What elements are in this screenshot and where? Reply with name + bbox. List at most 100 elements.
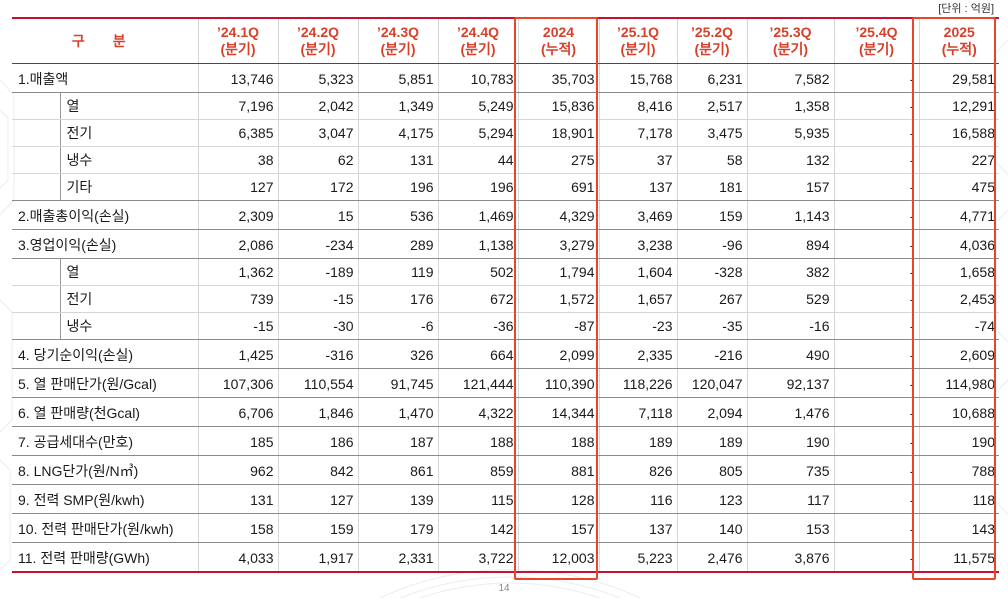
value-cell: 158: [197, 513, 278, 543]
value-cell: 672: [437, 285, 518, 313]
table-row: 10. 전력 판매단가(원/kwh) 158 159 179 142 157 137 140 1…: [12, 513, 999, 543]
value-cell: 1,658: [918, 258, 999, 286]
table-row: 1.매출액 13,746 5,323 5,851 10,783 35,703 15,768 6…: [12, 63, 999, 93]
value-cell: -15: [277, 285, 358, 313]
value-cell: 119: [357, 258, 438, 286]
value-cell: 3,238: [598, 229, 677, 259]
value-cell: 382: [746, 258, 834, 286]
value-cell: -328: [676, 258, 747, 286]
value-cell: 7,582: [746, 63, 834, 93]
row-label: 9. 전력 SMP(원/kwh): [12, 484, 198, 514]
value-cell: 739: [197, 285, 278, 313]
value-cell: 190: [918, 426, 999, 456]
value-cell: -36: [437, 312, 518, 340]
value-cell: 842: [277, 455, 358, 485]
table-row: 9. 전력 SMP(원/kwh) 131 127 139 115 128 116 123 117…: [12, 484, 999, 514]
indent-cell: [12, 119, 60, 147]
header-col-25-4q: ’25.4Q (분기): [833, 17, 919, 64]
value-cell: 132: [746, 146, 834, 174]
row-sublabel: 전기: [59, 119, 198, 147]
value-cell: 131: [357, 146, 438, 174]
row-label: 4. 당기순이익(손실): [12, 339, 198, 369]
row-label: 11. 전력 판매량(GWh): [12, 542, 198, 573]
value-cell: 1,604: [598, 258, 677, 286]
value-cell: 1,469: [437, 200, 518, 230]
value-cell: 1,470: [357, 397, 438, 427]
value-cell: 91,745: [357, 368, 438, 398]
value-cell: 35,703: [517, 63, 599, 93]
row-sublabel: 열: [59, 92, 198, 120]
value-cell: 227: [918, 146, 999, 174]
value-cell: 157: [517, 513, 599, 543]
value-cell: 15: [277, 200, 358, 230]
value-cell: 137: [598, 173, 677, 201]
value-cell: 1,476: [746, 397, 834, 427]
value-cell: 15,768: [598, 63, 677, 93]
value-cell: 4,322: [437, 397, 518, 427]
header-col-24-4q: ’24.4Q (분기): [437, 17, 518, 64]
value-cell: 1,794: [517, 258, 599, 286]
value-cell: 3,722: [437, 542, 518, 573]
row-sublabel: 전기: [59, 285, 198, 313]
value-cell: 1,138: [437, 229, 518, 259]
indent-cell: [12, 312, 60, 340]
value-cell: -: [833, 484, 919, 514]
value-cell: -35: [676, 312, 747, 340]
value-cell: -: [833, 285, 919, 313]
header-label: 구 분: [12, 17, 198, 64]
value-cell: 120,047: [676, 368, 747, 398]
value-cell: 2,609: [918, 339, 999, 369]
value-cell: 14,344: [517, 397, 599, 427]
value-cell: 137: [598, 513, 677, 543]
value-cell: 157: [746, 173, 834, 201]
value-cell: 7,196: [197, 92, 278, 120]
value-cell: 114,980: [918, 368, 999, 398]
header-col-24-1q: ’24.1Q (분기): [197, 17, 278, 64]
value-cell: 2,309: [197, 200, 278, 230]
value-cell: -15: [197, 312, 278, 340]
value-cell: 788: [918, 455, 999, 485]
value-cell: 6,385: [197, 119, 278, 147]
header-col-25-1q: ’25.1Q (분기): [598, 17, 677, 64]
header-col-24-2q: ’24.2Q (분기): [277, 17, 358, 64]
value-cell: 5,935: [746, 119, 834, 147]
value-cell: 962: [197, 455, 278, 485]
indent-cell: [12, 258, 60, 286]
value-cell: 121,444: [437, 368, 518, 398]
value-cell: 2,042: [277, 92, 358, 120]
value-cell: 4,771: [918, 200, 999, 230]
value-cell: 179: [357, 513, 438, 543]
header-col-24-3q: ’24.3Q (분기): [357, 17, 438, 64]
value-cell: 176: [357, 285, 438, 313]
value-cell: 110,390: [517, 368, 599, 398]
value-cell: -216: [676, 339, 747, 369]
value-cell: 3,475: [676, 119, 747, 147]
value-cell: 1,657: [598, 285, 677, 313]
value-cell: -: [833, 455, 919, 485]
value-cell: 2,099: [517, 339, 599, 369]
value-cell: 2,331: [357, 542, 438, 573]
value-cell: 1,358: [746, 92, 834, 120]
row-label: 2.매출총이익(손실): [12, 200, 198, 230]
value-cell: 1,572: [517, 285, 599, 313]
table-row: 전기 6,385 3,047 4,175 5,294 18,901 7,178 3,475 5,…: [12, 119, 999, 147]
financial-summary-table: 구 분 ’24.1Q (분기) ’24.2Q (분기) ’24.3Q (분기) ’24…: [12, 17, 999, 573]
value-cell: 859: [437, 455, 518, 485]
value-cell: -: [833, 542, 919, 573]
value-cell: 140: [676, 513, 747, 543]
value-cell: 881: [517, 455, 599, 485]
value-cell: 143: [918, 513, 999, 543]
value-cell: 2,094: [676, 397, 747, 427]
value-cell: 7,118: [598, 397, 677, 427]
value-cell: 187: [357, 426, 438, 456]
table-body: 1.매출액 13,746 5,323 5,851 10,783 35,703 15,768 6…: [12, 63, 999, 573]
value-cell: 116: [598, 484, 677, 514]
row-label: 3.영업이익(손실): [12, 229, 198, 259]
value-cell: 805: [676, 455, 747, 485]
value-cell: 127: [197, 173, 278, 201]
value-cell: 1,143: [746, 200, 834, 230]
row-sublabel: 열: [59, 258, 198, 286]
value-cell: 186: [277, 426, 358, 456]
value-cell: 44: [437, 146, 518, 174]
value-cell: 131: [197, 484, 278, 514]
